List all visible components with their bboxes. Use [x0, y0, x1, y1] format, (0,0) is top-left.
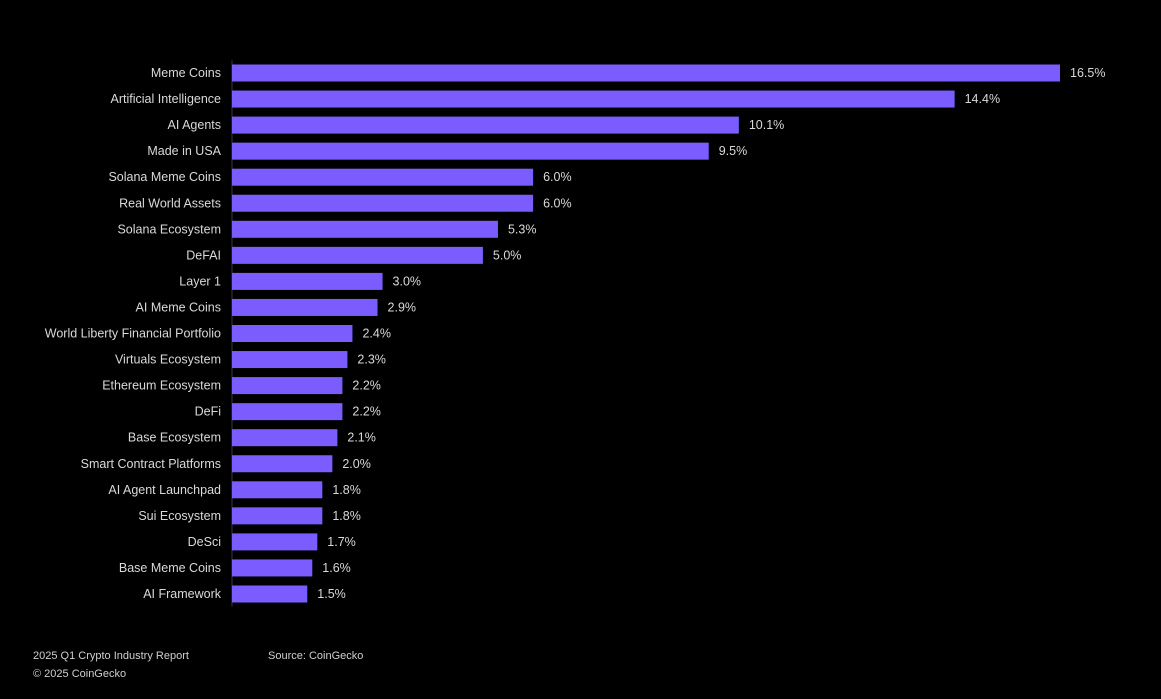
source-note: Source: CoinGecko — [268, 650, 364, 662]
category-label: Base Meme Coins — [119, 561, 221, 575]
category-label: World Liberty Financial Portfolio — [45, 327, 221, 341]
value-label: 1.5% — [317, 587, 346, 601]
bar-chart: Meme Coins Artificial Intelligence AI Agen… — [45, 60, 1105, 607]
category-label: Real World Assets — [119, 196, 221, 210]
value-label: 6.0% — [543, 196, 572, 210]
bar — [232, 90, 955, 108]
category-label: DeSci — [188, 535, 221, 549]
bars-group — [232, 64, 1060, 603]
value-label: 1.8% — [332, 509, 361, 523]
value-label: 2.2% — [352, 405, 381, 419]
value-label: 3.0% — [393, 274, 422, 288]
category-label: Layer 1 — [179, 274, 221, 288]
bar — [232, 142, 709, 160]
bar — [232, 220, 498, 238]
copyright-notice: © 2025 CoinGecko — [33, 668, 127, 680]
value-label: 5.3% — [508, 222, 536, 236]
bar — [232, 64, 1060, 82]
category-label: AI Framework — [143, 587, 222, 601]
category-label: Virtuals Ecosystem — [115, 353, 221, 367]
value-label: 2.1% — [347, 431, 376, 445]
bar — [232, 481, 323, 499]
bar — [232, 507, 323, 525]
value-label: 16.5% — [1070, 66, 1105, 80]
category-label: Solana Meme Coins — [108, 170, 221, 184]
bar — [232, 116, 739, 134]
bar — [232, 246, 483, 264]
category-label: Smart Contract Platforms — [81, 457, 221, 471]
category-label: DeFAI — [186, 248, 221, 262]
bar — [232, 272, 383, 290]
category-labels-group: Meme Coins Artificial Intelligence AI Agen… — [45, 66, 222, 601]
value-label: 2.2% — [352, 379, 381, 393]
value-label: 5.0% — [493, 248, 522, 262]
value-label: 10.1% — [749, 118, 784, 132]
category-label: Solana Ecosystem — [117, 222, 221, 236]
bar — [232, 559, 313, 577]
category-label: Base Ecosystem — [128, 431, 221, 445]
value-label: 2.4% — [362, 327, 391, 341]
bar — [232, 585, 308, 603]
category-label: Meme Coins — [151, 66, 221, 80]
value-label: 6.0% — [543, 170, 572, 184]
value-label: 2.3% — [357, 353, 386, 367]
category-label: Artificial Intelligence — [111, 92, 222, 106]
report-name: 2025 Q1 Crypto Industry Report — [33, 650, 189, 662]
category-label: AI Meme Coins — [136, 300, 221, 314]
bar — [232, 194, 534, 212]
category-label: AI Agent Launchpad — [108, 483, 221, 497]
bar — [232, 377, 343, 395]
category-label: Sui Ecosystem — [138, 509, 221, 523]
bar — [232, 429, 338, 447]
value-label: 9.5% — [719, 144, 748, 158]
category-label: DeFi — [195, 405, 221, 419]
bar — [232, 455, 333, 473]
value-label: 1.8% — [332, 483, 361, 497]
bar — [232, 298, 378, 316]
category-label: Ethereum Ecosystem — [102, 379, 221, 393]
value-label: 1.6% — [322, 561, 351, 575]
bar — [232, 325, 353, 342]
value-label: 1.7% — [327, 535, 356, 549]
bar — [232, 403, 343, 421]
bar — [232, 351, 348, 369]
value-label: 14.4% — [965, 92, 1000, 106]
value-labels-group: 16.5% 14.4% 10.1%9.5% 6.0% 6.0% 5.3% 5.0% 3.0% 2… — [317, 66, 1105, 601]
value-label: 2.0% — [342, 457, 371, 471]
bar — [232, 168, 534, 186]
category-label: AI Agents — [167, 118, 221, 132]
bar — [232, 533, 318, 551]
value-label: 2.9% — [388, 300, 417, 314]
category-label: Made in USA — [147, 144, 221, 158]
